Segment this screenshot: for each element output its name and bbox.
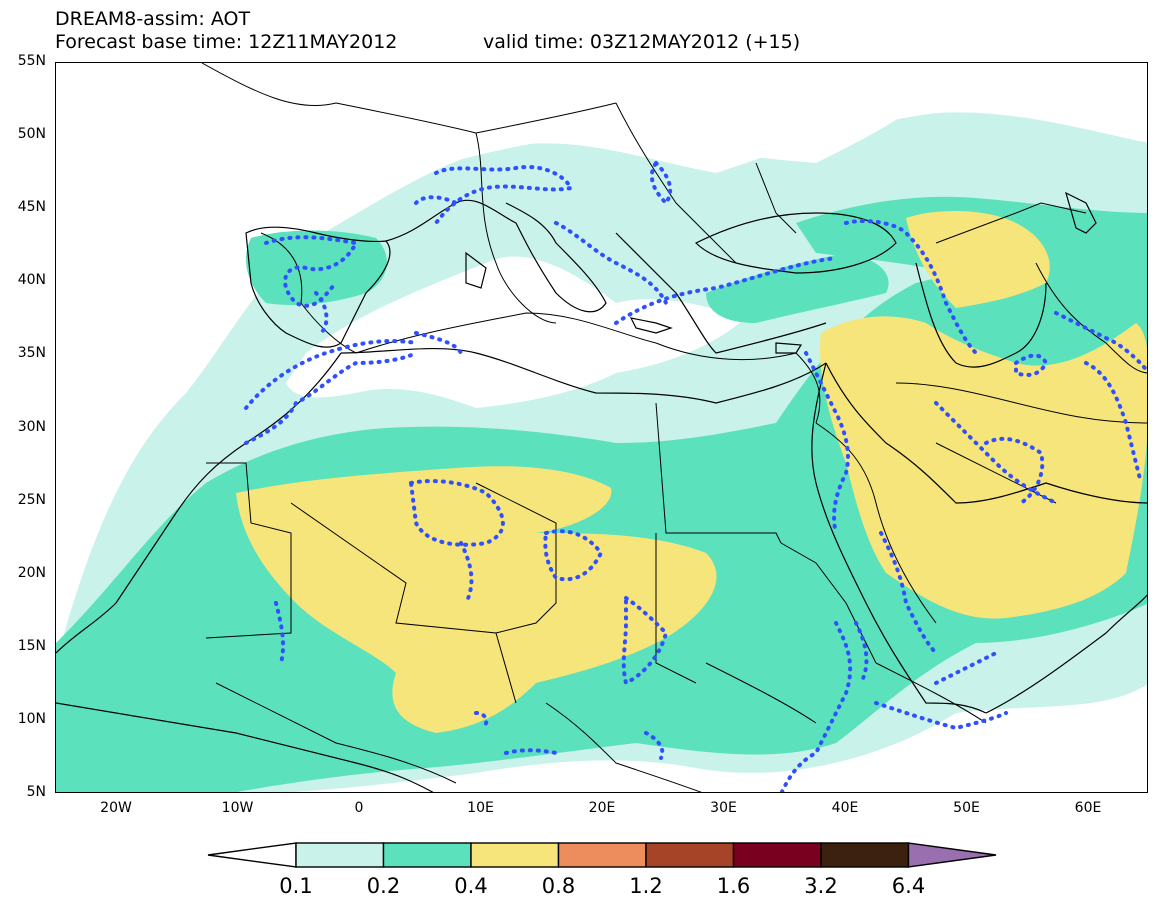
colorbar-label: 0.4 [454, 874, 488, 898]
colorbar-segment [557, 842, 647, 868]
colorbar-label: 0.1 [279, 874, 313, 898]
lat-tick-label: 40N [17, 272, 46, 289]
country-borders [201, 63, 1147, 792]
colorbar-label: 0.8 [541, 874, 576, 898]
forecast-times: Forecast base time: 12Z11MAY2012 valid ti… [55, 31, 800, 53]
lat-tick-label: 15N [17, 637, 46, 654]
lon-tick-label: 0 [354, 800, 364, 816]
lon-tick-label: 10W [221, 800, 254, 816]
lat-tick-label: 20N [17, 564, 46, 581]
lat-tick-label: 25N [17, 491, 46, 508]
aot-clear-europe-east [596, 63, 956, 163]
aot-zone-0.2-caucasus [706, 253, 889, 323]
coastlines [56, 191, 1147, 792]
colorbar-label: 0.2 [366, 874, 401, 898]
colorbar-segment [382, 842, 472, 868]
colorbar-segment [732, 842, 822, 868]
colorbar-segment [820, 842, 910, 868]
lat-tick-label: 5N [26, 784, 46, 800]
aot-zone-0.4-sahara [236, 466, 717, 733]
colorbar-segment [645, 842, 735, 868]
lon-tick-label: 20E [588, 800, 616, 816]
lat-tick-label: 50N [17, 126, 46, 143]
colorbar-above-triangle [907, 842, 997, 868]
lon-tick-label: 10E [467, 800, 494, 816]
colorbar-label: 1.2 [629, 874, 663, 898]
map-panel[interactable] [55, 62, 1148, 793]
lat-tick-label: 35N [17, 345, 46, 362]
valid-time: valid time: 03Z12MAY2012 (+15) [483, 31, 801, 53]
lon-tick-label: 20W [100, 800, 132, 816]
colorbar-below-triangle [207, 842, 297, 868]
aot-clear-mediterranean [286, 256, 746, 408]
aot-map [56, 63, 1147, 792]
colorbar-label: 1.6 [716, 874, 751, 898]
aot-clear-europe [196, 63, 696, 187]
lat-tick-label: 55N [17, 53, 46, 69]
lon-tick-label: 60E [1074, 800, 1102, 816]
lon-tick-label: 40E [831, 800, 859, 816]
aot-zone-0.4-arabia [820, 316, 1147, 619]
colorbar-label: 6.4 [891, 874, 926, 898]
colorbar-segment [295, 842, 385, 868]
lat-tick-label: 45N [17, 199, 46, 216]
lat-tick-label: 30N [17, 418, 46, 435]
lon-tick-label: 30E [710, 800, 737, 816]
colorbar-label: 3.2 [804, 874, 838, 898]
lon-tick-label: 50E [953, 800, 980, 816]
base-time: Forecast base time: 12Z11MAY2012 [55, 31, 398, 53]
aot-zone-0.4-caspian [906, 211, 1050, 308]
assimilation-contours [244, 159, 1147, 792]
chart-title: DREAM8-assim: AOT [55, 8, 251, 30]
colorbar-segment [470, 842, 560, 868]
lat-tick-label: 10N [17, 710, 46, 727]
